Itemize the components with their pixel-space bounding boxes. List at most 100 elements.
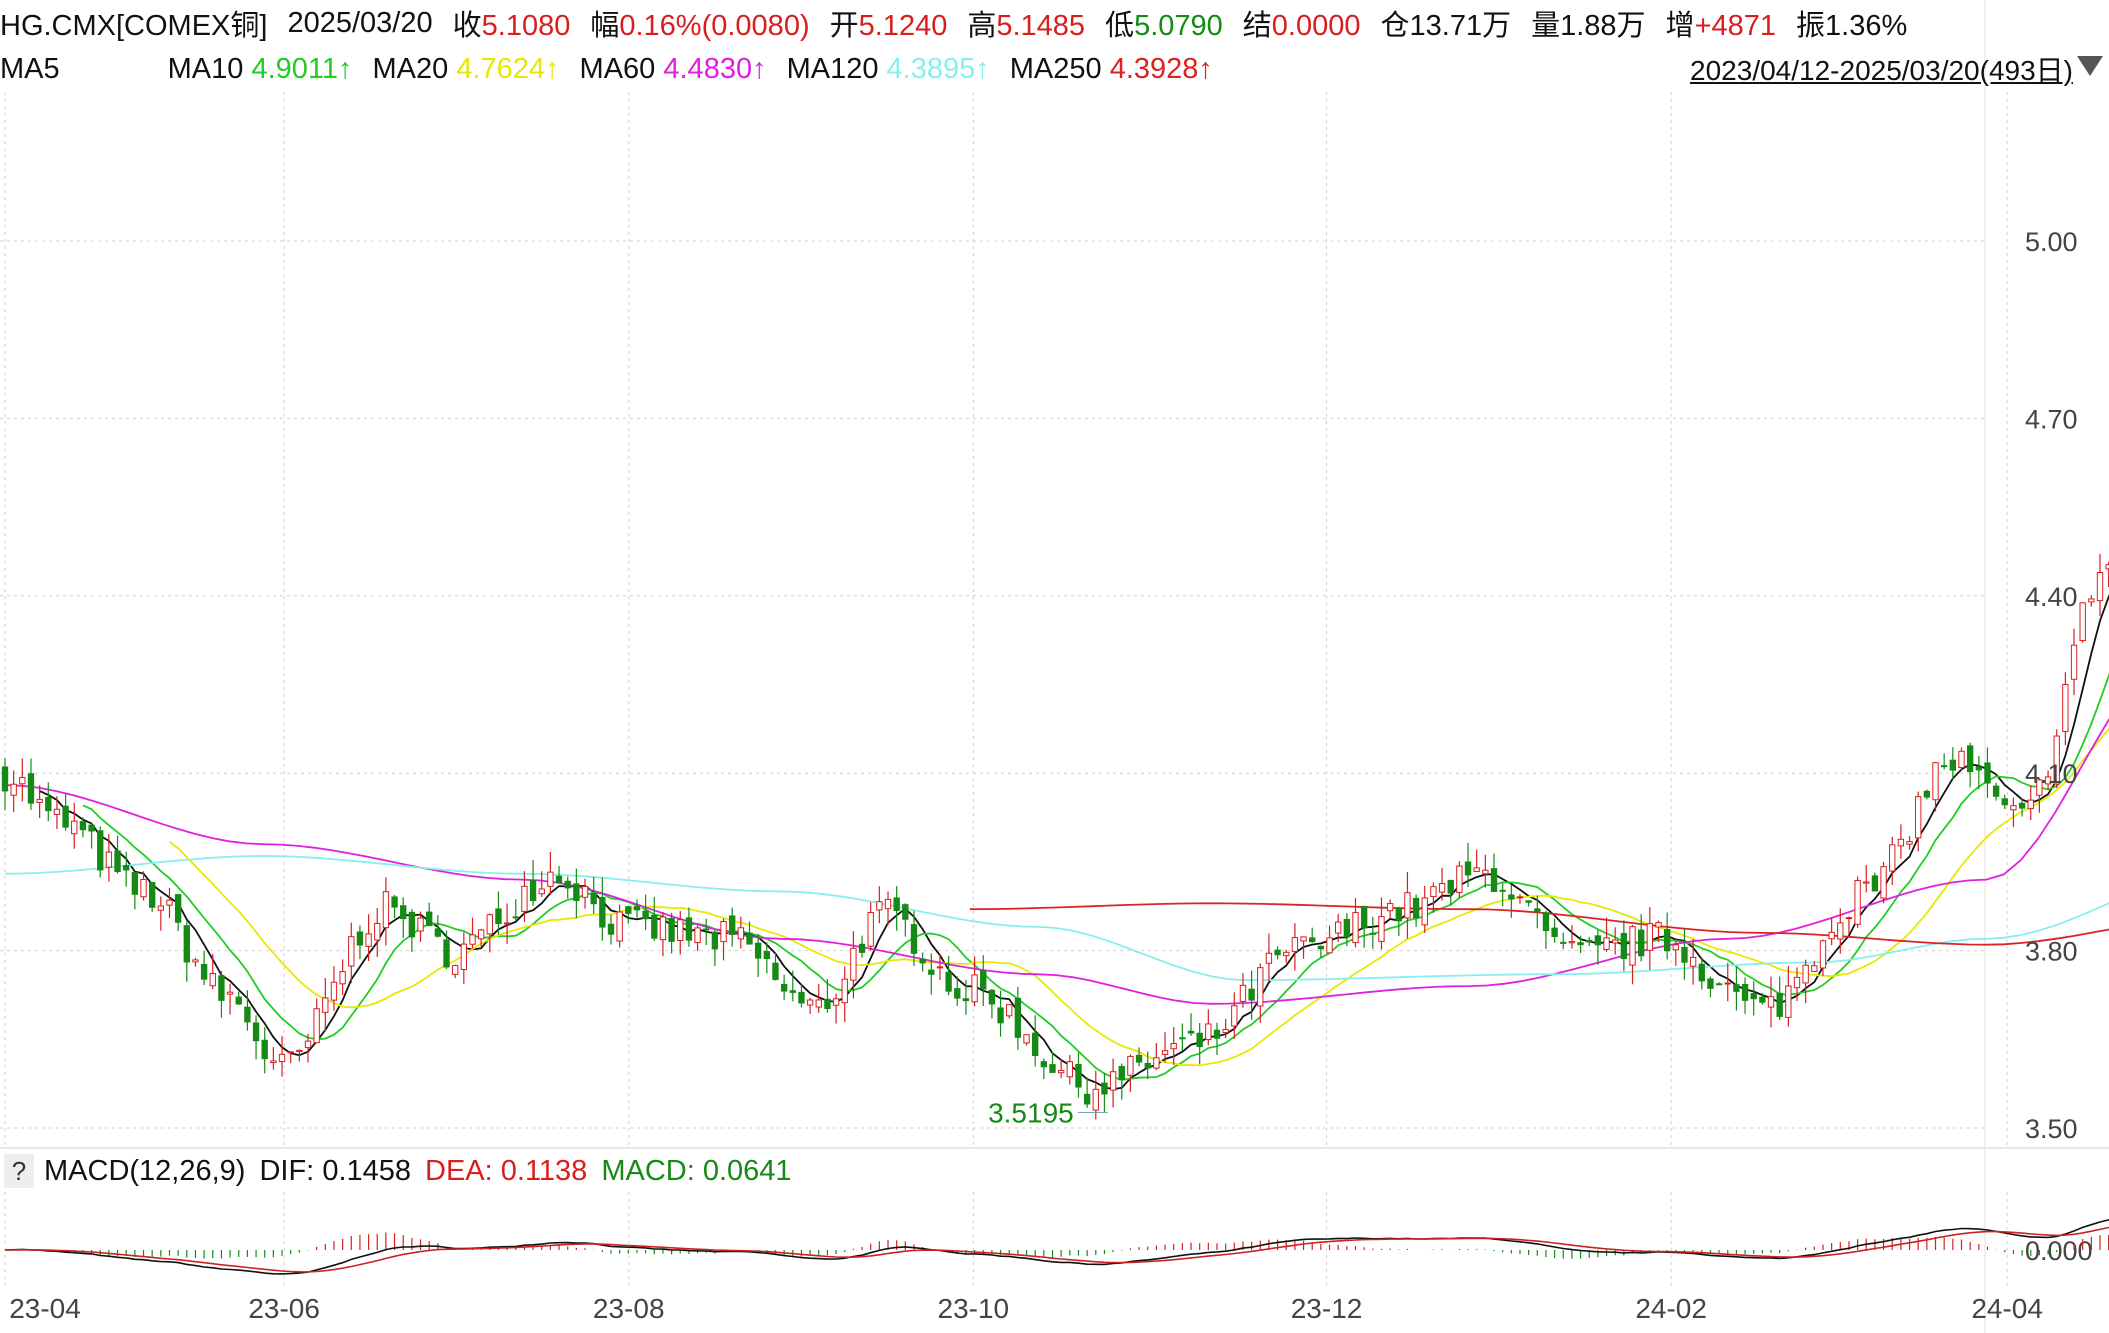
- candle-body: [971, 974, 978, 1003]
- candle-body: [45, 796, 52, 812]
- time-tick-label: 24-04: [1971, 1293, 2043, 1324]
- candle-body: [1568, 941, 1576, 944]
- candle-body: [841, 978, 848, 1004]
- time-tick-label: 23-12: [1291, 1293, 1363, 1324]
- candle-body: [2044, 776, 2052, 785]
- candle-body: [1629, 926, 1636, 966]
- candle-body: [703, 928, 710, 931]
- candle-body: [754, 942, 762, 959]
- candle-body: [910, 924, 918, 954]
- time-axis: 23-0423-0623-0823-1023-1224-0224-0424-06…: [9, 1293, 2043, 1324]
- candle-body: [1932, 762, 1939, 801]
- candle-body: [1239, 984, 1247, 1002]
- macd-title: MACD(12,26,9): [44, 1154, 246, 1187]
- candle-body: [79, 821, 87, 831]
- candle-body: [97, 830, 104, 871]
- candle-body: [1733, 984, 1740, 992]
- ma120-label: MA120: [786, 52, 879, 85]
- candle-body: [183, 925, 190, 963]
- dif-label: DIF:: [259, 1154, 315, 1187]
- candle-body: [1603, 937, 1610, 950]
- candle-body: [1663, 929, 1671, 952]
- candle-body: [1499, 889, 1506, 892]
- ma250-value: 4.3928↑: [1109, 52, 1213, 85]
- high-label: 高: [967, 10, 997, 42]
- time-tick-label: 23-10: [938, 1293, 1010, 1324]
- candle-body: [1386, 903, 1394, 912]
- macd-tick-label: 0.000: [2025, 1236, 2093, 1266]
- candle-body: [1845, 917, 1853, 920]
- range-dropdown-icon[interactable]: [2077, 56, 2103, 76]
- candle-body: [252, 1022, 260, 1042]
- macd-panel: [4, 1219, 2109, 1275]
- candle-body: [1940, 765, 1948, 768]
- candle-body: [1231, 1005, 1238, 1027]
- time-tick-label: 23-08: [593, 1293, 665, 1324]
- candle-body: [1811, 965, 1818, 972]
- candle-body: [729, 915, 736, 935]
- candle-body: [850, 947, 857, 981]
- candle-body: [1863, 881, 1870, 884]
- candle-body: [1369, 932, 1376, 935]
- candle-body: [1871, 875, 1879, 892]
- candle-body: [780, 983, 788, 992]
- candle-body: [1456, 865, 1463, 893]
- help-icon[interactable]: ?: [4, 1154, 34, 1188]
- candle-body: [1464, 861, 1472, 876]
- ma120-line: [4, 855, 2109, 982]
- dea-line: [5, 1226, 2109, 1273]
- ma10-label: MA10: [167, 52, 244, 85]
- macd-label: MACD:: [601, 1154, 695, 1187]
- candle-body: [261, 1039, 268, 1060]
- ma10-line: [82, 672, 2109, 1081]
- dif-value: 0.1458: [322, 1154, 412, 1187]
- candle-body: [1897, 838, 1905, 847]
- candle-body: [789, 990, 796, 993]
- candle-body: [936, 966, 944, 969]
- candle-body: [235, 996, 242, 1005]
- candle-body: [174, 894, 182, 923]
- candle-body: [772, 962, 779, 980]
- candle-body: [226, 991, 234, 995]
- candle-body: [677, 919, 684, 941]
- candle-body: [374, 922, 381, 941]
- candle-body: [2070, 644, 2078, 680]
- candle-body: [1032, 1032, 1039, 1056]
- candle-body: [1577, 942, 1584, 946]
- candle-body: [339, 971, 346, 985]
- candle-body: [1179, 1037, 1186, 1040]
- settle-label: 结: [1242, 10, 1272, 42]
- candle-body: [1958, 750, 1965, 769]
- candle-body: [1300, 936, 1307, 942]
- candle-body: [2027, 799, 2034, 810]
- candle-body: [1767, 996, 1775, 1008]
- candle-body: [555, 875, 563, 883]
- candle-body: [1153, 1057, 1160, 1069]
- candle-body: [1681, 946, 1688, 963]
- candle-body: [876, 901, 883, 911]
- candle-body: [356, 931, 364, 946]
- open-value: 5.1240: [858, 10, 948, 42]
- amp-value: 1.36%: [1825, 10, 1908, 42]
- ma250-line: [969, 902, 2109, 946]
- candle-body: [1759, 996, 1766, 1003]
- candle-body: [599, 897, 606, 928]
- change-label: 幅: [590, 10, 620, 42]
- candle-body: [1317, 945, 1325, 950]
- date-range-selector[interactable]: 2023/04/12-2025/03/20(493日): [1690, 55, 2073, 86]
- ma60-label: MA60: [579, 52, 656, 85]
- candle-body: [1430, 886, 1437, 898]
- candle-body: [651, 914, 658, 939]
- time-tick-label: 23-06: [248, 1293, 320, 1324]
- candle-body: [1793, 976, 1801, 989]
- candle-body: [1075, 1063, 1082, 1088]
- candle-body: [2062, 683, 2069, 732]
- candle-body: [980, 970, 987, 990]
- candle-body: [1880, 866, 1887, 899]
- candle-body: [1776, 992, 1783, 1017]
- candle-body: [1057, 1070, 1065, 1074]
- candle-body: [495, 908, 502, 925]
- macd-value: 0.0641: [702, 1154, 792, 1187]
- time-tick-label: 24-02: [1635, 1293, 1707, 1324]
